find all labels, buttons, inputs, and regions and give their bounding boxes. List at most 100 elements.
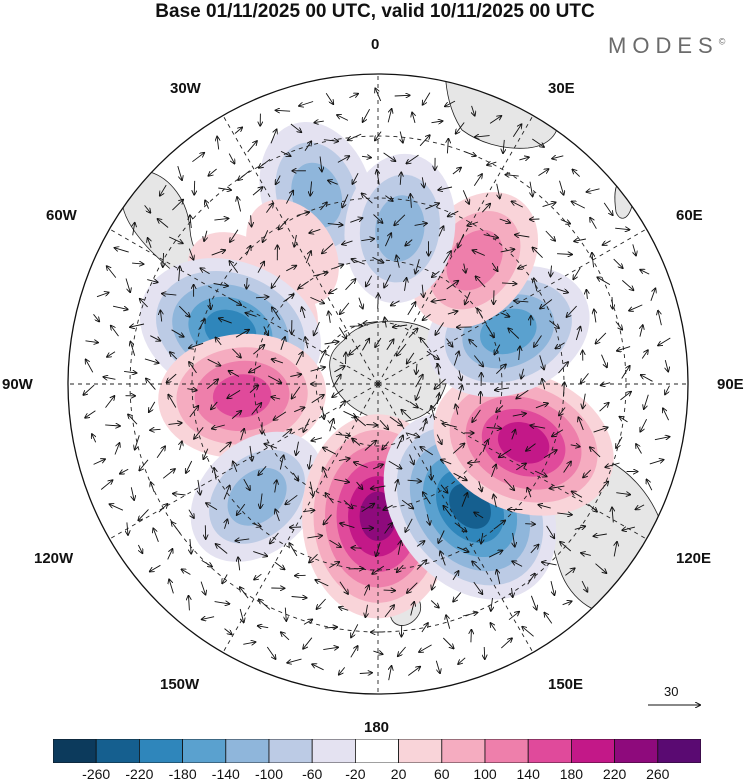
colorbar-swatch <box>311 739 356 763</box>
wind-vector <box>305 251 311 264</box>
wind-vector <box>260 493 262 509</box>
wind-vector <box>408 667 420 676</box>
wind-vector <box>324 342 339 344</box>
wind-vector <box>586 290 587 299</box>
wind-vector <box>373 214 383 223</box>
wind-vector <box>329 419 334 432</box>
wind-vector <box>251 215 252 226</box>
wind-vector <box>452 571 459 581</box>
wind-vector <box>362 339 369 351</box>
wind-vector <box>405 278 407 291</box>
wind-vector <box>400 131 403 143</box>
wind-vector <box>407 582 418 593</box>
wind-vector <box>407 352 415 364</box>
colorbar-swatch <box>657 739 701 763</box>
wind-vector <box>398 646 406 656</box>
wind-vector <box>432 576 438 589</box>
wind-vector <box>615 228 629 230</box>
wind-vector <box>365 604 367 617</box>
wind-vector <box>647 480 653 491</box>
wind-vector <box>371 486 386 489</box>
wind-vector <box>323 647 338 649</box>
wind-vector <box>171 329 184 337</box>
wind-vector <box>665 385 670 395</box>
wind-vector <box>629 304 643 311</box>
wind-vector <box>354 462 368 468</box>
wind-vector <box>532 248 543 259</box>
wind-vector <box>352 172 359 184</box>
wind-vector <box>188 509 194 518</box>
wind-vector <box>491 597 493 611</box>
wind-vector <box>170 352 178 360</box>
colorbar-tick-label: 260 <box>646 766 670 782</box>
wind-vector <box>636 504 645 510</box>
wind-vector <box>472 561 482 571</box>
wind-vector <box>578 417 584 431</box>
wind-vector <box>85 410 96 418</box>
wind-vector <box>407 302 416 316</box>
wind-vector <box>275 509 280 522</box>
wind-vector <box>443 506 452 517</box>
wind-vector <box>350 646 358 658</box>
wind-vector <box>446 281 459 290</box>
wind-vector <box>472 409 481 422</box>
wind-vector <box>150 564 161 571</box>
wind-vector <box>633 244 636 255</box>
wind-vector <box>255 297 268 298</box>
wind-vector <box>641 350 648 359</box>
wind-vector <box>150 429 161 430</box>
wind-vector <box>180 441 182 451</box>
wind-vector <box>289 543 298 557</box>
wind-vector <box>131 487 134 500</box>
wind-vector <box>206 379 218 390</box>
wind-vector <box>237 197 242 212</box>
wind-vector <box>593 427 608 433</box>
wind-vectors <box>83 88 671 681</box>
wind-vector <box>500 312 510 317</box>
wind-vector <box>230 229 239 242</box>
wind-vector <box>243 642 255 644</box>
colorbar-swatch <box>182 739 227 763</box>
wind-vector <box>227 390 241 398</box>
wind-vector <box>658 311 662 326</box>
wind-vector <box>103 377 116 379</box>
wind-vector <box>295 352 303 366</box>
wind-vector <box>514 301 529 302</box>
wind-vector <box>366 275 373 287</box>
wind-vector <box>508 328 520 339</box>
wind-vector <box>189 342 204 348</box>
wind-vector <box>558 362 569 374</box>
wind-vector <box>247 141 257 153</box>
wind-vector <box>454 522 467 532</box>
wind-vector <box>286 266 296 272</box>
wind-vector <box>352 439 361 446</box>
wind-vector <box>245 246 250 256</box>
wind-vector <box>401 499 413 508</box>
wind-vector <box>658 337 671 346</box>
wind-vector <box>458 233 465 248</box>
wind-vector <box>385 195 392 201</box>
meridian-line <box>222 115 379 385</box>
wind-vector <box>622 280 633 290</box>
wind-vector <box>416 541 424 547</box>
wind-vector <box>162 294 177 296</box>
wind-vector <box>83 384 95 395</box>
wind-vector <box>214 602 230 604</box>
wind-vector <box>442 637 453 649</box>
wind-vector <box>603 202 613 215</box>
wind-vector <box>361 156 371 157</box>
wind-vector <box>96 293 109 298</box>
wind-vector <box>640 325 643 337</box>
wind-vector <box>415 375 423 388</box>
wind-vector <box>405 518 413 532</box>
wind-vector <box>263 326 268 335</box>
wind-vector <box>231 411 241 419</box>
wind-vector <box>168 423 182 425</box>
colorbar-swatch <box>571 739 616 763</box>
wind-vector <box>538 169 549 176</box>
wind-vector <box>594 310 596 323</box>
wind-vector <box>150 335 160 341</box>
modes-logo: MODES© <box>608 33 725 59</box>
wind-vector <box>462 190 469 204</box>
wind-vector <box>144 358 159 363</box>
